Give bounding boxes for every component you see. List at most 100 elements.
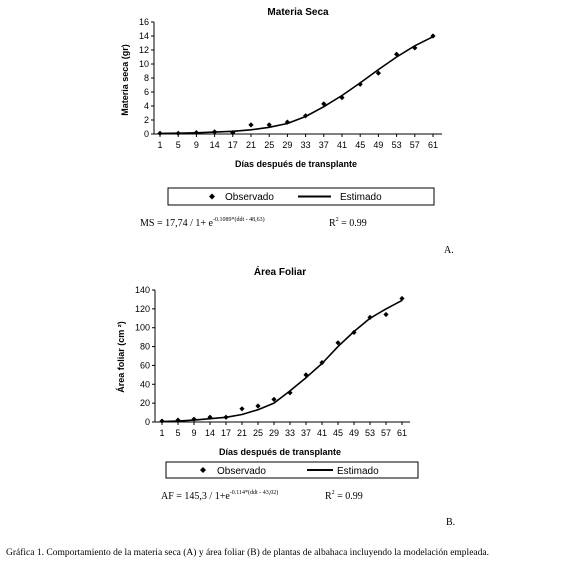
x-tick-label: 41: [317, 428, 327, 438]
chart-materia-seca: Materia Seca Materia seca (gr) Días desp…: [120, 7, 454, 256]
observado-point: [255, 403, 261, 409]
y-tick-label: 0: [145, 417, 150, 427]
y-tick-label: 20: [140, 398, 150, 408]
x-tick-label: 9: [191, 428, 196, 438]
y-tick-label: 100: [135, 323, 150, 333]
x-tick-label: 57: [381, 428, 391, 438]
legend-observado-label: Observado: [217, 466, 266, 477]
observado-point: [239, 406, 245, 412]
x-tick-label: 53: [392, 140, 402, 150]
observado-point: [157, 130, 163, 136]
x-tick-label: 1: [159, 428, 164, 438]
estimado-curve: [159, 35, 434, 135]
y-tick-label: 12: [139, 45, 149, 55]
observado-point: [175, 130, 181, 136]
observado-point: [383, 311, 389, 318]
x-tick-label: 5: [176, 140, 181, 150]
y-axis-label: Área foliar (cm ²): [116, 321, 126, 393]
x-tick-label: 45: [333, 428, 343, 438]
r2-value: R2 = 0.99: [329, 217, 367, 229]
x-tick-label: 5: [175, 428, 180, 438]
legend: Observado Estimado: [167, 187, 435, 206]
observado-point: [339, 95, 345, 101]
x-tick-label: 33: [301, 140, 311, 150]
x-tick-label: 41: [337, 140, 347, 150]
panel-label: A.: [444, 245, 454, 256]
observado-point: [351, 329, 357, 336]
y-tick-label: 16: [139, 17, 149, 27]
legend-observado-marker: [200, 467, 206, 473]
observado-point: [191, 416, 197, 422]
observado-point: [357, 81, 363, 87]
chart-area-foliar: Área Foliar Área foliar (cm ²) Días desp…: [116, 265, 455, 528]
observado-point: [287, 390, 293, 396]
y-tick-label: 8: [144, 73, 149, 83]
x-tick-label: 14: [210, 140, 220, 150]
chart-title: Área Foliar: [254, 265, 306, 278]
y-tick-label: 40: [140, 379, 150, 389]
y-tick-label: 14: [139, 31, 149, 41]
y-tick-label: 0: [144, 129, 149, 139]
x-tick-label: 37: [319, 140, 329, 150]
observado-point: [335, 340, 341, 346]
y-tick-label: 80: [140, 342, 150, 352]
x-tick-label: 17: [221, 428, 231, 438]
y-tick-label: 2: [144, 115, 149, 125]
legend: Observado Estimado: [165, 461, 419, 479]
x-tick-label: 61: [428, 140, 438, 150]
observado-point: [394, 51, 400, 57]
x-tick-label: 21: [246, 140, 256, 150]
x-tick-label: 29: [269, 428, 279, 438]
x-tick-label: 49: [349, 428, 359, 438]
x-tick-label: 25: [264, 140, 274, 150]
y-tick-label: 60: [140, 360, 150, 370]
observado-point: [303, 113, 309, 119]
observado-point: [271, 396, 277, 402]
observado-point: [223, 414, 229, 420]
observado-point: [284, 119, 290, 125]
y-tick-label: 140: [135, 285, 150, 295]
observado-point: [375, 70, 381, 76]
x-axis-label: Días después de transplante: [235, 159, 357, 169]
x-tick-label: 45: [355, 140, 365, 150]
observado-point: [207, 414, 213, 420]
x-tick-label: 37: [301, 428, 311, 438]
x-tick-label: 25: [253, 428, 263, 438]
model-formula: AF = 145,3 / 1+e-0.114*(ddt - 43,02): [161, 489, 278, 502]
y-tick-label: 6: [144, 87, 149, 97]
legend-observado-label: Observado: [225, 192, 274, 203]
observado-point: [367, 314, 373, 320]
observado-point: [303, 372, 309, 378]
x-axis-label: Días después de transplante: [219, 447, 341, 457]
x-tick-label: 1: [157, 140, 162, 150]
x-tick-label: 21: [237, 428, 247, 438]
x-tick-label: 29: [282, 140, 292, 150]
legend-estimado-label: Estimado: [340, 192, 382, 203]
estimado-curve: [161, 299, 403, 423]
observado-point: [266, 122, 272, 128]
legend-estimado-label: Estimado: [337, 466, 379, 477]
observado-point: [159, 418, 165, 424]
observado-point: [193, 130, 199, 136]
x-tick-label: 53: [365, 428, 375, 438]
y-tick-label: 4: [144, 101, 149, 111]
x-tick-label: 9: [194, 140, 199, 150]
legend-observado-marker: [209, 193, 215, 200]
observado-point: [399, 295, 405, 302]
r2-value: R2 = 0.99: [325, 490, 363, 502]
x-tick-label: 57: [410, 140, 420, 150]
model-formula: MS = 17,74 / 1+ e-0.1089*(ddt - 48,63): [140, 216, 265, 229]
x-tick-label: 14: [205, 428, 215, 438]
x-tick-label: 33: [285, 428, 295, 438]
y-axis-label: Materia seca (gr): [120, 44, 130, 116]
observado-point: [412, 45, 418, 51]
panel-label: B.: [446, 517, 455, 528]
chart-title: Materia Seca: [267, 7, 329, 18]
y-tick-label: 10: [139, 59, 149, 69]
x-tick-label: 49: [373, 140, 383, 150]
observado-point: [212, 129, 218, 135]
observado-point: [321, 101, 327, 107]
figure-caption: Gráfica 1. Comportamiento de la materia …: [6, 547, 489, 558]
observado-point: [319, 360, 325, 366]
